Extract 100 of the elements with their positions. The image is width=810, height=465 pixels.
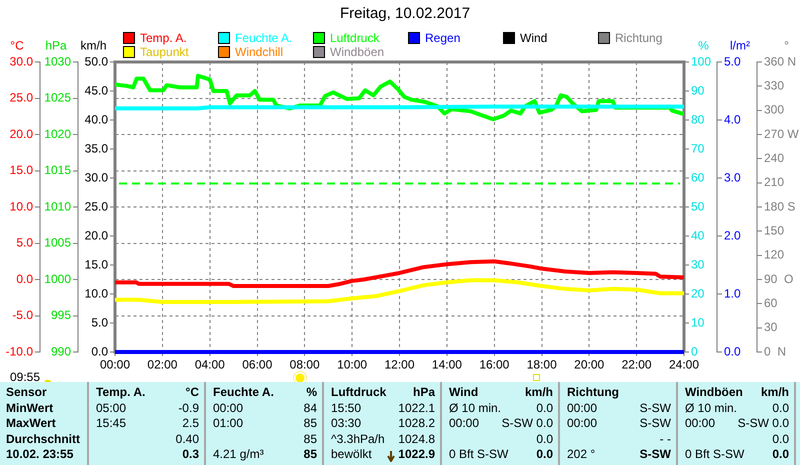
text: °: [784, 38, 790, 52]
text: km/h: [80, 38, 107, 52]
text: 210: [764, 175, 784, 190]
text: 85: [304, 432, 317, 446]
y2-axis-title: hPa: [45, 38, 67, 52]
y3-tick-label: 70: [691, 141, 705, 156]
text: 240: [764, 150, 784, 165]
text: 00:00: [567, 400, 598, 414]
x-tick-label: 06:00: [242, 358, 273, 372]
x-tick-label: 14:00: [432, 358, 462, 372]
text: 1024.8: [398, 432, 435, 446]
text: 0.0: [772, 400, 789, 414]
text: 30.0: [84, 170, 108, 184]
x-tick-label: 16:00: [479, 358, 510, 372]
y3-tick-label: 10: [691, 315, 705, 330]
y3-tick-label: 30: [691, 257, 705, 272]
text: Luftdruck: [331, 385, 386, 399]
text: 60: [764, 296, 778, 310]
text: -0.9: [178, 400, 199, 414]
legend-label: Windchill: [235, 45, 284, 59]
legend-label: Luftdruck: [330, 31, 380, 45]
text: MinWert: [6, 400, 54, 414]
text: S-SW: [640, 447, 671, 461]
y-tick-label: 15.0: [10, 163, 34, 178]
text: 180 S: [764, 199, 796, 214]
text: 4.21 g/m³: [213, 447, 264, 461]
text: 0.0: [772, 432, 789, 446]
y-tick-label: 30.0: [10, 54, 34, 68]
text: 5.0: [724, 54, 742, 68]
text: 330: [764, 78, 784, 92]
text: - -: [660, 432, 671, 446]
text: 270 W: [764, 126, 800, 141]
y3-tick-label: 20: [691, 286, 705, 300]
text: 25.0: [84, 199, 108, 214]
y-tick-label: 25.0: [10, 90, 34, 105]
text: 202 °: [567, 447, 596, 461]
text: 0 N: [764, 344, 786, 358]
text: hPa: [412, 385, 435, 399]
y3-axis-title: %: [698, 38, 710, 52]
y2-tick-label: 1000: [44, 272, 72, 286]
x-tick-label: 18:00: [526, 358, 558, 372]
y3-tick-label: 80: [691, 112, 705, 126]
text: 20.0: [84, 228, 108, 242]
text: 5.0: [91, 315, 108, 330]
text: 1.0: [724, 286, 742, 300]
chart-title: Freitag, 10.02.2017: [338, 5, 472, 22]
y-tick-label: 20.0: [10, 126, 34, 141]
y3-tick-label: 90: [691, 83, 705, 98]
x-tick-label: 00:00: [100, 358, 130, 372]
text: 85: [304, 416, 317, 430]
text: km/h: [760, 385, 789, 399]
text: S-SW: [640, 416, 671, 430]
legend-label: Feuchte A.: [235, 31, 292, 45]
y3-tick-label: 60: [691, 170, 705, 184]
text: 0.0: [772, 447, 789, 461]
y-tick-label: 0.0: [16, 272, 34, 286]
text: 84: [304, 400, 317, 414]
y2-tick-label: 990: [50, 344, 72, 358]
text: MaxWert: [6, 416, 56, 430]
y2-tick-label: 1010: [44, 199, 72, 214]
text: 0.40: [176, 432, 199, 446]
text: 2.0: [724, 228, 742, 242]
text: 10.0: [84, 286, 108, 300]
text: 45.0: [84, 83, 108, 98]
x-tick-label: 20:00: [574, 358, 605, 372]
text: S-SW 0.0: [738, 416, 789, 430]
text: Durchschnitt: [6, 432, 80, 446]
x-tick-label: 10:00: [337, 358, 368, 372]
x-tick-label: 04:00: [194, 358, 226, 372]
text: Feuchte A.: [213, 385, 274, 399]
text: 15.0: [84, 257, 108, 272]
legend-label: Regen: [425, 31, 460, 45]
text: 00:00: [213, 400, 244, 414]
text: 00:00: [685, 416, 716, 430]
text: 01:00: [213, 416, 244, 430]
text: Windböen: [685, 385, 743, 399]
text: Wind: [449, 385, 478, 399]
text: 0 Bft S-SW: [685, 447, 744, 461]
text: 0.0: [536, 400, 553, 414]
text: 150: [764, 223, 784, 238]
text: 40.0: [84, 112, 108, 126]
text: 2.5: [182, 416, 199, 430]
text: 03:30: [331, 416, 362, 430]
y2-tick-label: 1015: [44, 163, 72, 178]
x-tick-label: 02:00: [147, 358, 178, 372]
y2-tick-label: 1025: [44, 90, 72, 105]
y-tick-label: -10.0: [6, 344, 34, 358]
y2-tick-label: 1005: [44, 236, 72, 250]
text: 15:45: [96, 416, 126, 430]
text: 35.0: [84, 141, 108, 156]
text: °C: [186, 385, 199, 399]
text: 00:00: [567, 416, 598, 430]
y3-tick-label: 100: [691, 54, 712, 68]
text: 0 Bft S-SW: [449, 447, 508, 461]
y-tick-label: 10.0: [10, 199, 34, 214]
text: km/h: [524, 385, 553, 399]
text: Ø 10 min.: [449, 400, 502, 414]
text: 1022.9: [398, 447, 435, 461]
text: 50.0: [84, 54, 108, 68]
text: 30: [764, 320, 778, 334]
